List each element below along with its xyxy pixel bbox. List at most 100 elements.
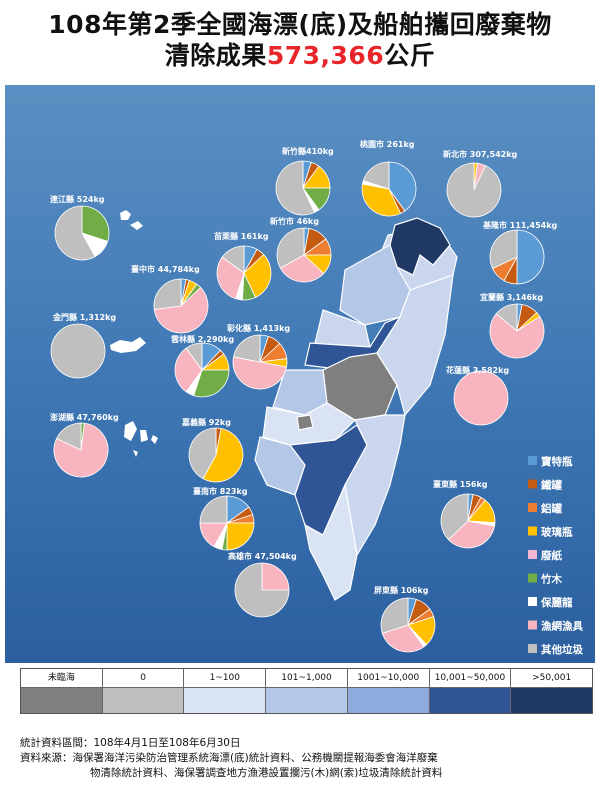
pie-18: 高雄市 47,504kg bbox=[228, 551, 297, 618]
legend-label: 漁網漁具 bbox=[541, 620, 583, 633]
legend-swatch bbox=[528, 526, 537, 536]
legend-swatch bbox=[528, 597, 537, 606]
color-scale: 未臨海 0 1~100 101~1,000 1001~10,000 10,001~50,0… bbox=[20, 668, 593, 714]
pie-slice bbox=[495, 303, 518, 332]
region-pingtung bbox=[304, 482, 358, 601]
legend-swatch bbox=[528, 620, 537, 630]
legend-label: 寶特瓶 bbox=[541, 455, 573, 468]
subtitle-suffix: 公斤 bbox=[384, 41, 436, 70]
pie-slice bbox=[233, 334, 261, 363]
pie-slice bbox=[193, 369, 230, 398]
scale-label: 0 bbox=[102, 669, 184, 688]
pie-9: 宜蘭縣 3,146kg bbox=[480, 292, 545, 359]
pie-label: 彰化縣 1,413kg bbox=[227, 323, 290, 333]
pie-slice bbox=[216, 256, 245, 300]
pie-label: 連江縣 524kg bbox=[50, 194, 105, 204]
scale-label: 1001~10,000 bbox=[347, 669, 429, 688]
pie-slice bbox=[226, 522, 255, 551]
legend-label: 竹木 bbox=[540, 573, 562, 586]
pie-label: 金門縣 1,312kg bbox=[52, 312, 116, 322]
map-svg: 連江縣 524kg 新竹縣410kg 桃園市 261kg 新北市 307,542kg 新… bbox=[5, 85, 595, 663]
pie-slice bbox=[174, 347, 203, 393]
legend-swatch bbox=[528, 456, 537, 465]
scale-cell: 0 bbox=[102, 669, 185, 713]
pie-11: 雲林縣 2,290kg bbox=[171, 334, 234, 398]
pie-7: 基隆市 111,454kg bbox=[482, 220, 558, 285]
pie-slice bbox=[221, 245, 245, 274]
scale-cell: 10,001~50,000 bbox=[429, 669, 512, 713]
pie-slice bbox=[380, 597, 409, 634]
page-subtitle: 清除成果573,366公斤 bbox=[0, 41, 600, 71]
pie-label: 屏東縣 106kg bbox=[374, 585, 429, 595]
pie-slice bbox=[388, 161, 417, 212]
pie-label: 基隆市 111,454kg bbox=[482, 220, 558, 230]
pie-label: 花蓮縣 3,582kg bbox=[446, 365, 509, 375]
pie-slice bbox=[153, 278, 182, 310]
pie-8: 臺中市 44,784kg bbox=[131, 264, 209, 334]
scale-swatch bbox=[184, 688, 266, 713]
pie-label: 臺中市 44,784kg bbox=[131, 264, 200, 274]
pie-label: 雲林縣 2,290kg bbox=[171, 334, 234, 344]
pie-slice bbox=[188, 427, 217, 480]
pie-6: 苗栗縣 161kg bbox=[214, 231, 272, 301]
scale-swatch bbox=[266, 688, 347, 713]
pie-slice bbox=[362, 161, 390, 190]
pie-slice bbox=[279, 254, 325, 283]
pie-12: 彰化縣 1,413kg bbox=[227, 323, 290, 390]
scale-cell: 101~1,000 bbox=[266, 669, 348, 713]
pie-1: 連江縣 524kg bbox=[50, 194, 110, 261]
pie-label: 苗栗縣 161kg bbox=[214, 231, 269, 241]
legend-label: 其他垃圾 bbox=[541, 643, 583, 656]
pie-16: 臺南市 823kg bbox=[193, 486, 255, 551]
matsu-island bbox=[120, 210, 143, 230]
pie-label: 桃園市 261kg bbox=[360, 139, 415, 149]
scale-label: >50,001 bbox=[511, 669, 593, 688]
subtitle-prefix: 清除成果 bbox=[164, 41, 267, 70]
legend-swatch bbox=[528, 550, 537, 559]
pie-label: 新北市 307,542kg bbox=[443, 149, 518, 159]
pie-label: 新竹市 46kg bbox=[270, 216, 319, 226]
pie-slice bbox=[185, 342, 203, 372]
scale-cell: 未臨海 bbox=[21, 669, 103, 713]
pie-slice bbox=[440, 493, 469, 541]
map-panel: 連江縣 524kg 新竹縣410kg 桃園市 261kg 新北市 307,542kg 新… bbox=[5, 85, 595, 663]
pie-slice bbox=[153, 286, 209, 334]
pie-4: 新北市 307,542kg bbox=[443, 149, 518, 218]
legend-label: 鋁罐 bbox=[540, 502, 562, 515]
pie-slice bbox=[232, 356, 287, 390]
pie-slice bbox=[81, 205, 110, 242]
pie-13: 花蓮縣 3,582kg bbox=[446, 365, 509, 426]
pie-label: 嘉義縣 92kg bbox=[181, 417, 231, 427]
penghu-island bbox=[124, 421, 158, 457]
pie-label: 澎湖縣 47,760kg bbox=[50, 412, 119, 422]
pie-slice bbox=[381, 624, 425, 653]
data-period: 統計資料區間：108年4月1日至108年6月30日 bbox=[20, 737, 241, 749]
total-amount: 573,366 bbox=[266, 41, 385, 70]
pie-slice bbox=[447, 520, 495, 549]
kinmen-island bbox=[110, 337, 146, 353]
legend-swatch bbox=[528, 479, 537, 489]
data-source-continued: 物清除統計資料、海保署調查地方漁港設置攔污(木)網(索)垃圾清除統計資料 bbox=[90, 767, 443, 779]
pie-slice bbox=[56, 422, 82, 451]
pie-slice bbox=[453, 370, 509, 426]
scale-cell: 1~100 bbox=[184, 669, 267, 713]
pie-10: 金門縣 1,312kg bbox=[50, 312, 116, 379]
pie-slice bbox=[202, 428, 244, 483]
pie-17: 臺東縣 156kg bbox=[433, 479, 496, 549]
legend-swatch bbox=[528, 503, 537, 512]
legend-label: 鐵罐 bbox=[541, 479, 562, 492]
scale-swatch bbox=[102, 688, 184, 713]
pie-slice bbox=[261, 562, 290, 591]
pie-label: 新竹縣410kg bbox=[282, 146, 334, 156]
pie-slice bbox=[489, 313, 545, 359]
scale-label: 10,001~50,000 bbox=[429, 669, 511, 688]
pie-slice bbox=[489, 229, 518, 270]
islands bbox=[110, 210, 158, 457]
legend-label: 廢紙 bbox=[541, 549, 562, 562]
pie-slice bbox=[446, 162, 502, 218]
scale-cell: >50,001 bbox=[511, 669, 593, 713]
scale-swatch bbox=[21, 688, 102, 713]
notes: 統計資料區間：108年4月1日至108年6月30日 資料來源：海保署海洋污染防治… bbox=[20, 736, 590, 781]
pie-label: 高雄市 47,504kg bbox=[228, 551, 297, 561]
pie-3: 桃園市 261kg bbox=[360, 139, 417, 217]
